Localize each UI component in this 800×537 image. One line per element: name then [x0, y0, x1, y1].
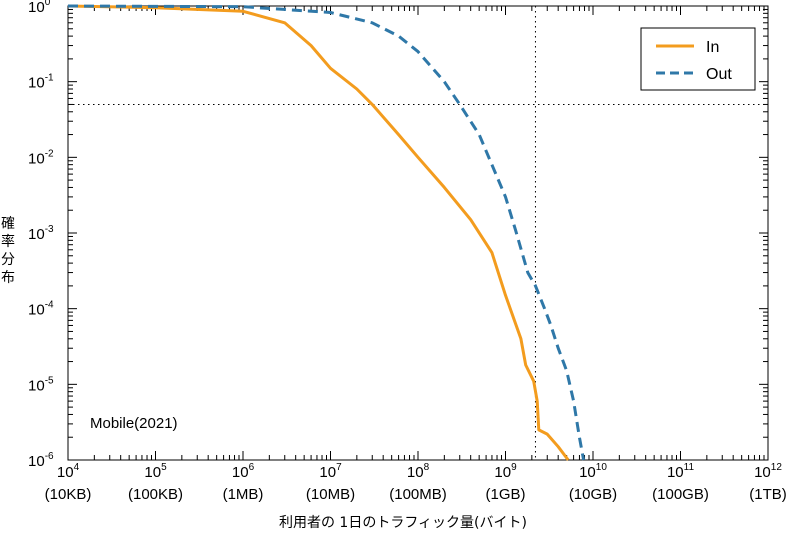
x-tick-unit-label: (100GB) — [652, 486, 709, 503]
x-tick-unit-label: (10KB) — [45, 486, 92, 503]
y-tick-label: 10-5 — [28, 375, 54, 394]
series-layer — [67, 4, 586, 461]
y-tick-label: 100 — [28, 0, 51, 16]
x-tick-label: 109 — [494, 462, 517, 481]
x-tick-unit-label: (1TB) — [749, 486, 787, 503]
x-tick-unit-label: (10GB) — [569, 486, 617, 503]
x-tick-label: 1011 — [667, 462, 695, 481]
chart-annotation: Mobile(2021) — [90, 415, 178, 432]
reference-lines — [68, 6, 768, 460]
x-axis-label: 利用者の 1日のトラフィック量(バイト) — [279, 515, 527, 531]
y-tick-label: 10-6 — [28, 451, 54, 470]
y-axis-label: 確 率 分 布 — [0, 215, 16, 287]
y-tick-label: 10-4 — [28, 300, 54, 319]
y-axis-label-char: 確 — [1, 216, 15, 232]
x-tick-unit-label: (1GB) — [485, 486, 525, 503]
legend-box — [640, 27, 756, 91]
x-tick-unit-label: (100MB) — [389, 486, 447, 503]
x-tick-label: 104 — [57, 462, 80, 481]
series-line-out — [67, 4, 586, 461]
legend-label-in: In — [706, 39, 719, 56]
x-tick-label: 105 — [144, 462, 167, 481]
x-tick-unit-label: (10MB) — [306, 486, 355, 503]
y-tick-label: 10-2 — [28, 148, 54, 167]
legend: In Out — [640, 27, 756, 91]
y-axis-label-char: 分 — [1, 252, 15, 268]
y-axis-label-char: 布 — [1, 270, 15, 286]
y-axis-label-char: 率 — [1, 234, 15, 250]
x-tick-unit-label: (100KB) — [128, 486, 183, 503]
y-tick-label: 10-3 — [28, 224, 54, 243]
x-tick-label: 107 — [319, 462, 342, 481]
legend-label-out: Out — [706, 66, 732, 83]
x-tick-label: 1010 — [579, 462, 607, 481]
x-tick-unit-label: (1MB) — [223, 486, 264, 503]
series-line-in — [67, 4, 570, 461]
y-tick-label: 10-1 — [28, 73, 54, 92]
x-tick-label: 108 — [407, 462, 430, 481]
x-tick-label: 1012 — [754, 462, 782, 481]
x-tick-label: 106 — [232, 462, 255, 481]
